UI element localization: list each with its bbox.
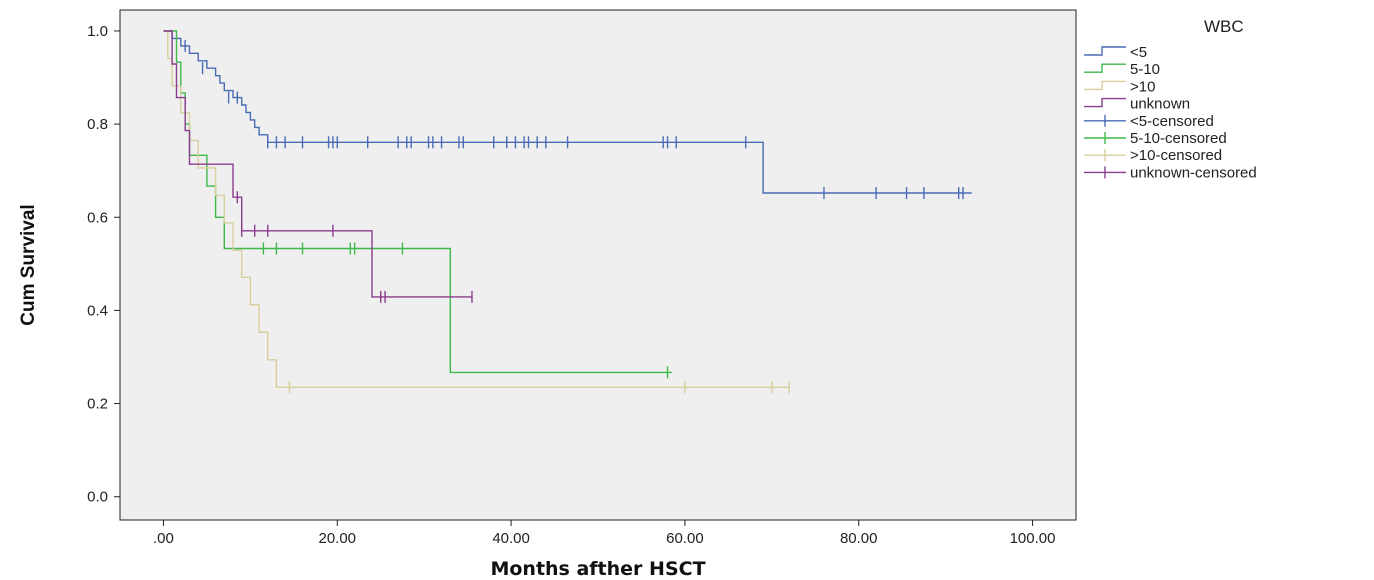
y-tick-label: 0.6 bbox=[87, 209, 108, 226]
y-tick-label: 0.8 bbox=[87, 116, 108, 133]
legend-line-swatch bbox=[1084, 97, 1126, 108]
legend-label: <5 bbox=[1130, 44, 1147, 61]
legend: WBC <55-10>10unknown<5-censored5-10-cens… bbox=[1084, 17, 1257, 181]
series-line-0 bbox=[163, 30, 972, 194]
legend-line-swatch bbox=[1084, 63, 1126, 73]
legend-label: unknown-censored bbox=[1130, 164, 1257, 181]
legend-label: >10 bbox=[1130, 78, 1155, 95]
legend-line-swatch bbox=[1084, 80, 1126, 91]
y-tick-label: 0.4 bbox=[87, 302, 108, 319]
series-line-3 bbox=[163, 30, 472, 298]
y-axis-title: Cum Survival bbox=[18, 204, 39, 325]
y-axis: 0.0 0.2 0.4 0.6 0.8 1.0 bbox=[87, 23, 120, 506]
legend-line-swatch bbox=[1084, 46, 1126, 56]
legend-label: <5-censored bbox=[1130, 113, 1214, 130]
legend-title: WBC bbox=[1204, 17, 1244, 36]
x-tick-label: 60.00 bbox=[666, 530, 704, 547]
x-axis-title: Months afther HSCT bbox=[490, 558, 705, 580]
legend-label: 5-10 bbox=[1130, 61, 1160, 78]
x-tick-label: 80.00 bbox=[840, 530, 878, 547]
series-layer bbox=[163, 30, 972, 394]
x-axis: .00 20.00 40.00 60.00 80.00 100.00 bbox=[153, 520, 1055, 547]
y-tick-label: 1.0 bbox=[87, 23, 108, 40]
legend-label: 5-10-censored bbox=[1130, 130, 1227, 147]
plot-area bbox=[119, 9, 1077, 521]
x-tick-label: 20.00 bbox=[318, 530, 356, 547]
x-tick-label: .00 bbox=[153, 530, 174, 547]
x-tick-label: 40.00 bbox=[492, 530, 530, 547]
x-tick-label: 100.00 bbox=[1010, 530, 1056, 547]
legend-label: unknown bbox=[1130, 96, 1190, 113]
legend-label: >10-censored bbox=[1130, 147, 1222, 164]
y-tick-label: 0.2 bbox=[87, 396, 108, 413]
y-tick-label: 0.0 bbox=[87, 489, 108, 506]
